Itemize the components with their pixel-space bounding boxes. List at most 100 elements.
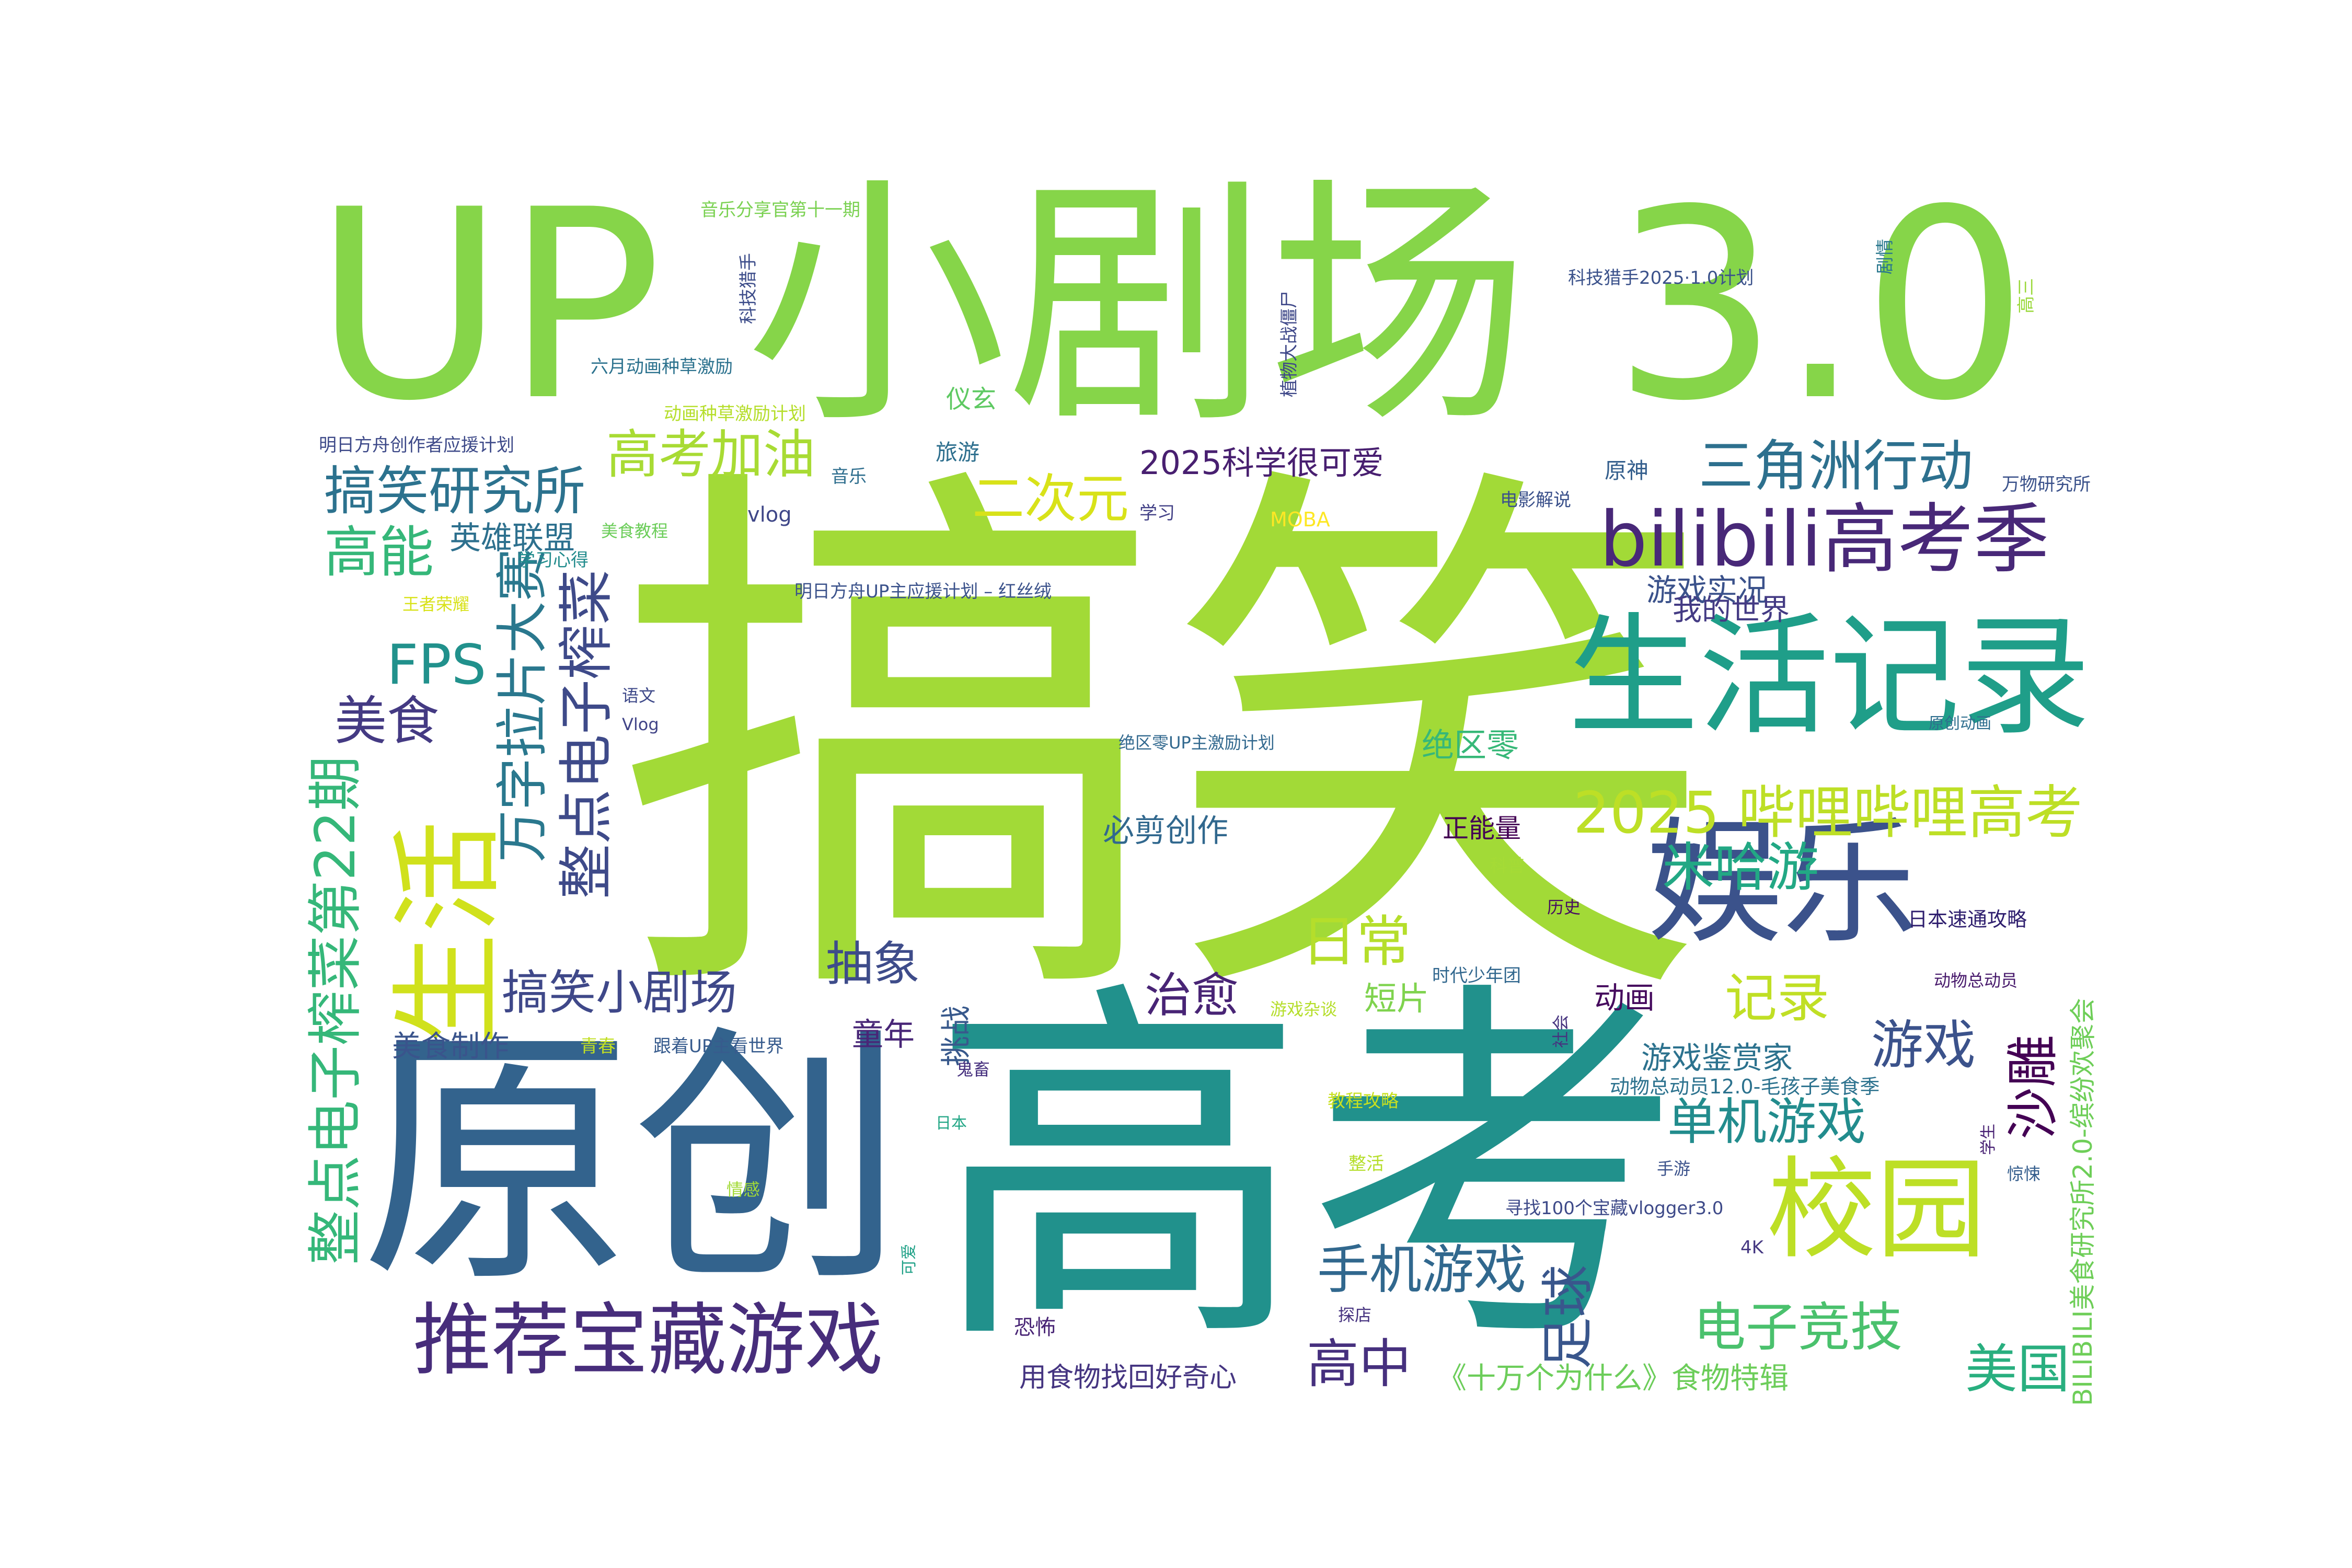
- word-science-pop: 科普: [1490, 856, 1525, 877]
- word-funny: 搞笑: [617, 425, 1714, 1064]
- word-store-visit: 探店: [1338, 1305, 1372, 1325]
- word-usa: 美国: [1965, 1339, 2070, 1400]
- word-short-film: 短片: [1364, 979, 1429, 1018]
- word-funny-institute: 搞笑研究所: [324, 460, 585, 522]
- word-vlog-upper: Vlog: [622, 714, 659, 734]
- word-society: 社会: [1551, 1014, 1571, 1048]
- word-challenge: 挑战: [938, 1005, 974, 1066]
- word-2025-bilibili-gaokao: 2025 哔哩哔哩高考: [1573, 779, 2083, 846]
- word-travel: 旅游: [936, 440, 980, 465]
- word-arknights-red-velvet: 明日方舟UP主应援计划 – 红丝绒: [794, 581, 1052, 602]
- word-positive-energy: 正能量: [1443, 813, 1521, 844]
- word-animation: 动画: [1594, 980, 1655, 1016]
- word-game-appreciator: 游戏鉴赏家: [1641, 1040, 1793, 1076]
- word-life-record: 生活记录: [1568, 601, 2091, 753]
- word-healing: 治愈: [1145, 968, 1239, 1023]
- word-arknights-creator: 明日方舟创作者应援计划: [319, 435, 514, 456]
- word-original-animation: 原创动画: [1929, 714, 1991, 733]
- word-football: 足球: [1537, 1265, 1598, 1369]
- word-tutorial-guide: 教程攻略: [1328, 1091, 1399, 1112]
- word-plot: 剧情: [1875, 239, 1896, 274]
- word-gaokao-cheer: 高考加油: [606, 424, 815, 485]
- word-student: 学生: [1979, 1124, 1998, 1155]
- word-mobile-games: 手机游戏: [1317, 1239, 1526, 1300]
- word-entertainment: 娱乐: [1646, 804, 1918, 962]
- word-senior-three: 高三: [2016, 278, 2037, 314]
- word-chinese: 语文: [622, 686, 656, 706]
- word-4k: 4K: [1740, 1237, 1763, 1258]
- word-japan-speedrun: 日本速通攻略: [1908, 908, 2027, 931]
- word-game-chat: 游戏杂谈: [1270, 999, 1338, 1019]
- word-film-analysis-contest: 万字拉片大赛: [492, 549, 553, 862]
- word-game-live: 游戏实况: [1646, 572, 1768, 608]
- word-record: 记录: [1725, 967, 1829, 1029]
- word-funny-theater: 搞笑小剧场: [502, 965, 737, 1020]
- word-minecraft: 我的世界: [1673, 593, 1790, 627]
- word-travel-with-up: 跟着UP主看世界: [653, 1036, 784, 1057]
- word-bilibili-food-institute: BILIBILI美食研究所2.0-缤纷欢聚会: [2068, 998, 2098, 1406]
- word-moba: MOBA: [1270, 508, 1330, 531]
- word-life: 生活: [383, 821, 514, 1045]
- word-up-theater: UP 小剧场 3.0: [314, 154, 2028, 458]
- word-recommend-games: 推荐宝藏游戏: [413, 1295, 884, 1386]
- word-tech-hunter: 科技猎手: [738, 253, 759, 324]
- word-yixuan: 仪玄: [946, 385, 997, 414]
- word-food-making: 美食制作: [392, 1030, 509, 1064]
- word-food: 美食: [335, 690, 439, 752]
- word-single-player: 单机游戏: [1667, 1093, 1866, 1151]
- word-youth: 青春: [580, 1036, 616, 1057]
- word-silly: 沙雕: [2002, 1035, 2063, 1139]
- word-fps: FPS: [387, 633, 487, 697]
- word-zootopia-12: 动物总动员12.0-毛孩子美食季: [1610, 1075, 1880, 1098]
- word-bilibili-gaokao-season: bilibili高考季: [1599, 495, 2049, 584]
- word-bijian: 必剪创作: [1103, 813, 1228, 849]
- word-tnt: 时代少年团: [1432, 965, 1521, 986]
- word-zzz-up-incentive: 绝区零UP主激励计划: [1119, 733, 1275, 753]
- word-horror: 恐怖: [1014, 1316, 1056, 1340]
- word-wanwu-institute: 万物研究所: [2002, 474, 2091, 495]
- word-games: 游戏: [1871, 1014, 1976, 1076]
- word-senior-high: 高中: [1307, 1333, 1411, 1394]
- word-june-anime: 六月动画种草激励: [591, 356, 733, 377]
- word-genshin: 原神: [1605, 458, 1649, 483]
- word-delta-force: 三角洲行动: [1699, 434, 1974, 498]
- word-history: 历史: [1547, 897, 1581, 917]
- word-childhood: 童年: [852, 1017, 915, 1053]
- word-campus: 校园: [1767, 1146, 1987, 1274]
- word-japan: 日本: [936, 1114, 967, 1133]
- word-abstract: 抽象: [826, 937, 920, 991]
- word-anime-incentive-plan: 动画种草激励计划: [664, 403, 806, 424]
- word-kichiku: 鬼畜: [956, 1059, 990, 1079]
- word-emotion: 情感: [727, 1180, 760, 1200]
- word-prank: 整活: [1348, 1154, 1384, 1174]
- word-acg: 二次元: [972, 468, 1129, 529]
- word-esports: 电子竞技: [1693, 1297, 1903, 1358]
- word-2025-science: 2025科学很可爱: [1139, 444, 1384, 482]
- word-study: 学习: [1139, 503, 1175, 524]
- word-high-energy: 高能: [324, 521, 434, 584]
- word-electronic-pickles: 整点电子榨菜: [555, 569, 618, 899]
- word-zzz: 绝区零: [1422, 726, 1519, 764]
- word-treasure-vlogger: 寻找100个宝藏vlogger3.0: [1505, 1198, 1724, 1219]
- word-mihoyo: 米哈游: [1662, 837, 1819, 898]
- word-tech-hunter-2025: 科技猎手2025·1.0计划: [1568, 268, 1754, 289]
- word-cute: 可爱: [900, 1244, 918, 1275]
- word-original: 原创: [361, 1002, 904, 1319]
- word-mobile-game: 手游: [1657, 1159, 1691, 1179]
- word-honor-of-kings: 王者荣耀: [402, 594, 470, 614]
- word-lol: 英雄联盟: [449, 520, 575, 557]
- word-music-sharer: 音乐分享官第十一期: [700, 200, 860, 221]
- word-study-notes: 学习心得: [517, 550, 589, 571]
- word-thriller: 惊悚: [2007, 1164, 2041, 1184]
- word-food-curiosity: 用食物找回好奇心: [1019, 1362, 1237, 1393]
- word-hundred-thousand-why: 《十万个为什么》食物特辑: [1437, 1362, 1789, 1396]
- word-vlog-lower: vlog: [747, 503, 792, 527]
- word-music: 音乐: [831, 466, 867, 487]
- word-movie-commentary: 电影解说: [1500, 490, 1571, 511]
- word-electronic-pickles-22: 整点电子榨菜第22期: [304, 756, 367, 1265]
- word-food-tutorial: 美食教程: [601, 521, 668, 541]
- word-daily: 日常: [1301, 910, 1412, 974]
- word-pvz: 植物大战僵尸: [1279, 291, 1300, 397]
- word-zootopia: 动物总动员: [1934, 971, 2018, 990]
